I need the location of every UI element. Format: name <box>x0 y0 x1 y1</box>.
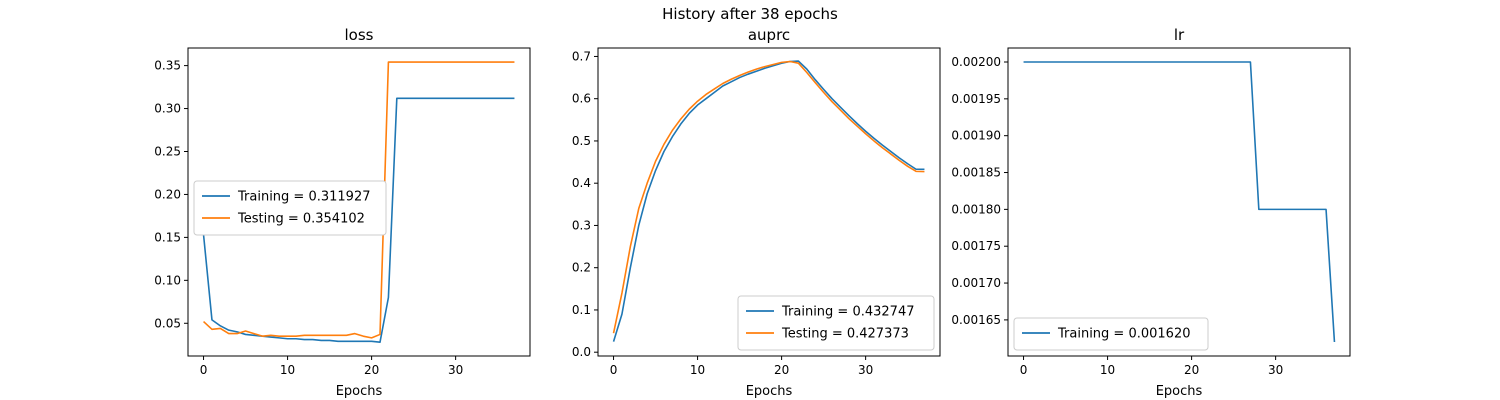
y-tick-label: 0.30 <box>154 102 181 116</box>
y-tick-label: 0.20 <box>154 187 181 201</box>
x-tick-label: 20 <box>364 363 379 377</box>
y-tick-label: 0.7 <box>572 49 591 63</box>
subplot-title: lr <box>1174 26 1185 44</box>
axes-frame <box>1007 47 1351 357</box>
y-tick-label: 0.4 <box>572 176 591 190</box>
series-line-testing <box>203 61 515 339</box>
y-tick-label: 0.10 <box>154 273 181 287</box>
x-tick-label: 30 <box>448 363 463 377</box>
y-tick-label: 0.00195 <box>951 92 1001 106</box>
subplot-title: auprc <box>748 26 790 44</box>
y-tick-label: 0.5 <box>572 134 591 148</box>
x-tick-label: 0 <box>200 363 208 377</box>
series-line-training <box>202 97 515 343</box>
y-tick-label: 0.00170 <box>951 276 1001 290</box>
legend: Training = 0.311927 Testing = 0.354102 <box>193 180 387 236</box>
subplot-lr: lr 0 10 20 30 0.00165 0.00170 0.00175 0.00180 0.0… <box>951 26 1351 399</box>
x-tick-label: 20 <box>774 363 789 377</box>
x-axis-label: Epochs <box>746 384 793 399</box>
y-tick-label: 0.1 <box>572 303 591 317</box>
x-tick-label: 20 <box>1184 363 1199 377</box>
y-tick-label: 0.00175 <box>951 239 1001 253</box>
legend-label-testing: Testing = 0.427373 <box>781 327 909 342</box>
x-tick-label: 10 <box>1100 363 1115 377</box>
y-tick-label: 0.00200 <box>951 55 1001 69</box>
y-tick-label: 0.00165 <box>951 313 1001 327</box>
y-tick-label: 0.00180 <box>951 202 1001 216</box>
y-tick-label: 0.15 <box>154 230 181 244</box>
y-tick-label: 0.2 <box>572 261 591 275</box>
legend-box <box>737 295 935 351</box>
x-tick-label: 30 <box>1268 363 1283 377</box>
figure-title: History after 38 epochs <box>662 5 838 23</box>
x-tick-label: 0 <box>1020 363 1028 377</box>
axes-frame <box>597 47 941 357</box>
legend-box <box>1013 317 1209 351</box>
legend: Training = 0.001620 <box>1013 317 1209 351</box>
x-axis-label: Epochs <box>336 384 383 399</box>
subplot-auprc: auprc 0 10 20 30 0.0 0.1 0.2 0.3 0.4 0.5 0.6 0.7 Epoc… <box>572 26 941 399</box>
legend-label-training: Training = 0.311927 <box>237 190 370 205</box>
y-tick-label: 0.05 <box>154 316 181 330</box>
x-axis-label: Epochs <box>1156 384 1203 399</box>
legend-box <box>193 180 387 236</box>
y-tick-label: 0.25 <box>154 144 181 158</box>
y-tick-label: 0.6 <box>572 92 591 106</box>
legend: Training = 0.432747 Testing = 0.427373 <box>737 295 935 351</box>
y-tick-label: 0.00190 <box>951 129 1001 143</box>
legend-label-training: Training = 0.432747 <box>781 305 914 320</box>
y-tick-label: 0.35 <box>154 59 181 73</box>
x-tick-label: 30 <box>858 363 873 377</box>
series-line-testing <box>612 60 925 334</box>
y-tick-label: 0.3 <box>572 218 591 232</box>
subplot-loss: loss 0 10 20 30 0.05 0.10 0.15 0.20 0.25 0.30 0.35 E… <box>154 26 531 399</box>
series-line-training <box>1023 61 1336 343</box>
y-tick-label: 0.00185 <box>951 166 1001 180</box>
series-line-training <box>612 60 925 342</box>
x-tick-label: 10 <box>690 363 705 377</box>
subplot-title: loss <box>345 26 374 44</box>
legend-label-testing: Testing = 0.354102 <box>237 212 365 227</box>
y-tick-label: 0.0 <box>572 345 591 359</box>
axes-frame <box>187 47 531 357</box>
x-tick-label: 0 <box>610 363 618 377</box>
legend-label-training: Training = 0.001620 <box>1057 327 1190 342</box>
x-tick-label: 10 <box>280 363 295 377</box>
